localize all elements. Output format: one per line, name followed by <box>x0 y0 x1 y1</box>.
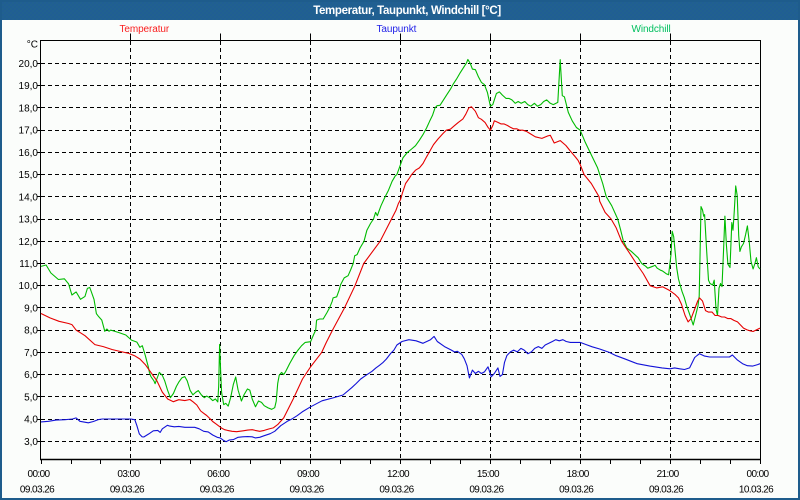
svg-text:09.03.26: 09.03.26 <box>290 485 325 496</box>
svg-text:4,0: 4,0 <box>24 415 38 426</box>
svg-text:10.03.26: 10.03.26 <box>739 485 774 496</box>
svg-text:15,0: 15,0 <box>19 170 39 181</box>
svg-text:10,0: 10,0 <box>19 281 39 292</box>
svg-text:09.03.26: 09.03.26 <box>200 485 235 496</box>
svg-text:00:00: 00:00 <box>746 469 769 480</box>
svg-text:06:00: 06:00 <box>207 469 230 480</box>
svg-text:16,0: 16,0 <box>19 148 39 159</box>
svg-text:09.03.26: 09.03.26 <box>110 485 145 496</box>
svg-text:8,0: 8,0 <box>24 326 38 337</box>
svg-text:09.03.26: 09.03.26 <box>20 485 55 496</box>
svg-text:09.03.26: 09.03.26 <box>559 485 594 496</box>
svg-text:03:00: 03:00 <box>117 469 140 480</box>
svg-text:5,0: 5,0 <box>24 392 38 403</box>
svg-text:11,0: 11,0 <box>19 259 38 270</box>
svg-text:20,0: 20,0 <box>19 59 39 70</box>
svg-text:09.03.26: 09.03.26 <box>379 485 414 496</box>
svg-text:18,0: 18,0 <box>19 103 39 114</box>
svg-text:13,0: 13,0 <box>19 215 39 226</box>
svg-text:6,0: 6,0 <box>24 370 38 381</box>
svg-text:14,0: 14,0 <box>19 192 39 203</box>
svg-text:9,0: 9,0 <box>24 303 38 314</box>
svg-text:19,0: 19,0 <box>19 81 39 92</box>
svg-text:00:00: 00:00 <box>27 469 50 480</box>
svg-text:09.03.26: 09.03.26 <box>469 485 504 496</box>
svg-text:21:00: 21:00 <box>657 469 680 480</box>
svg-text:09.03.26: 09.03.26 <box>649 485 684 496</box>
svg-text:18:00: 18:00 <box>567 469 590 480</box>
svg-text:17,0: 17,0 <box>19 126 39 137</box>
svg-text:7,0: 7,0 <box>24 348 38 359</box>
svg-text:09:00: 09:00 <box>297 469 320 480</box>
svg-text:3,0: 3,0 <box>24 437 38 448</box>
svg-text:15:00: 15:00 <box>477 469 500 480</box>
svg-text:12:00: 12:00 <box>387 469 410 480</box>
svg-text:°C: °C <box>27 40 38 51</box>
svg-text:12,0: 12,0 <box>19 237 39 248</box>
